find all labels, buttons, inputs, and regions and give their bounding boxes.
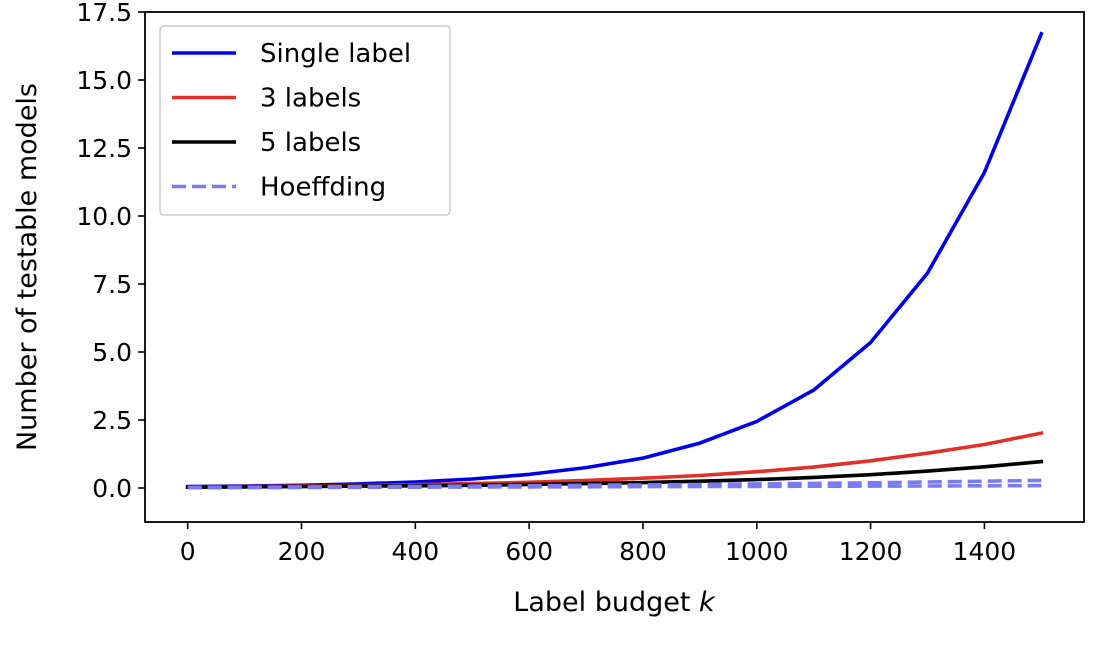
series-lines xyxy=(185,31,1044,490)
x-axis-ticks: 0 200 400 600 800 1000 1200 1400 xyxy=(180,522,1016,566)
y-tick-label: 17.5 xyxy=(76,0,132,27)
y-tick-label: 2.5 xyxy=(92,406,132,435)
x-tick-label: 1000 xyxy=(725,537,789,566)
y-tick-label: 7.5 xyxy=(92,270,132,299)
series-line-unlabeled-4 xyxy=(187,483,1042,490)
y-tick-label: 15.0 xyxy=(76,66,132,95)
y-axis-label: Number of testable models xyxy=(12,83,43,451)
legend-label: Hoeffding xyxy=(260,173,386,203)
x-tick-label: 1400 xyxy=(953,537,1017,566)
x-axis-label-variable: k xyxy=(699,587,716,618)
x-axis-label: Label budget k xyxy=(513,587,716,618)
legend-items: Single label 3 labels 5 labels Hoeffding xyxy=(172,39,411,203)
series-line-3-labels xyxy=(185,430,1044,489)
y-axis-ticks: 0.0 2.5 5.0 7.5 10.0 12.5 15.0 17.5 xyxy=(76,0,145,503)
legend-label: Single label xyxy=(260,39,411,69)
x-tick-label: 800 xyxy=(619,537,667,566)
y-tick-label: 5.0 xyxy=(92,338,132,367)
legend-label: 5 labels xyxy=(260,128,361,158)
y-tick-label: 12.5 xyxy=(76,134,132,163)
x-tick-label: 600 xyxy=(505,537,553,566)
x-tick-label: 0 xyxy=(180,537,196,566)
plot-frame xyxy=(144,11,1085,523)
x-tick-label: 400 xyxy=(391,537,439,566)
legend: Single label 3 labels 5 labels Hoeffding xyxy=(159,25,451,216)
legend-label: 3 labels xyxy=(260,84,361,114)
y-tick-label: 0.0 xyxy=(92,474,132,503)
x-tick-label: 1200 xyxy=(839,537,903,566)
x-axis-label-text: Label budget xyxy=(513,587,690,618)
legend-box xyxy=(159,25,451,216)
y-tick-label: 10.0 xyxy=(76,202,132,231)
x-tick-label: 200 xyxy=(278,537,326,566)
